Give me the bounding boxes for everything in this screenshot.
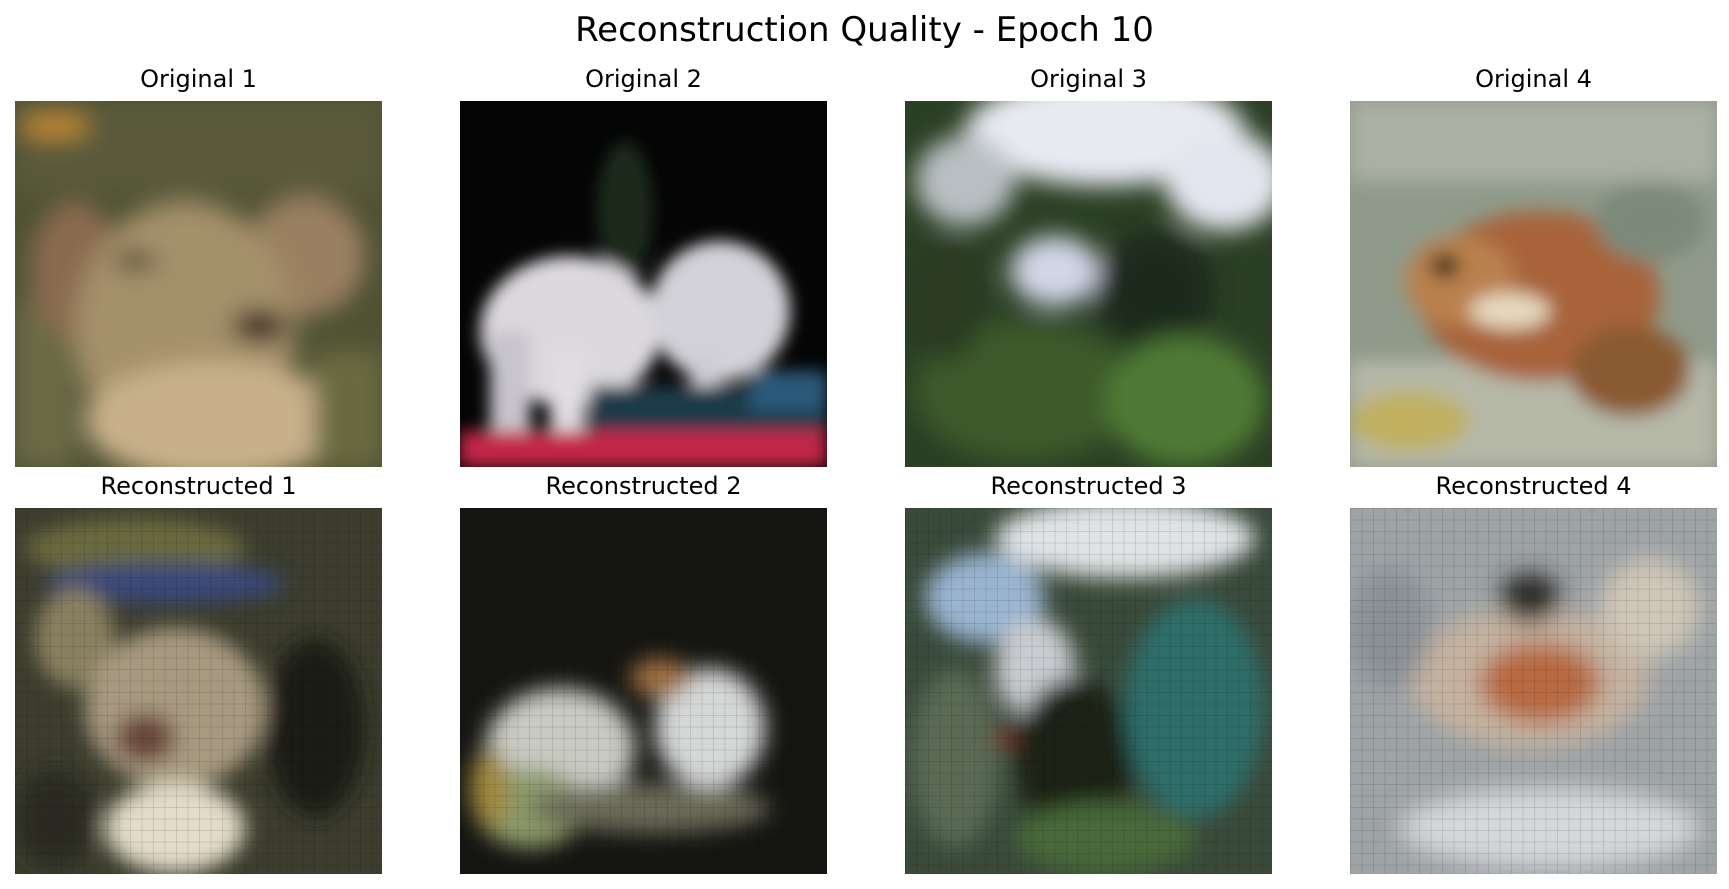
original-image-1 bbox=[15, 101, 382, 467]
reconstructed-image-2 bbox=[460, 508, 827, 874]
figure-title: Reconstruction Quality - Epoch 10 bbox=[575, 10, 1154, 50]
reconstructed-image-3 bbox=[905, 508, 1272, 874]
panel-title-original-1: Original 1 bbox=[140, 65, 257, 93]
reconstructed-image-1 bbox=[15, 508, 382, 874]
original-image-2 bbox=[460, 101, 827, 467]
panel-title-original-4: Original 4 bbox=[1475, 65, 1592, 93]
panel-title-original-3: Original 3 bbox=[1030, 65, 1147, 93]
panel-title-original-2: Original 2 bbox=[585, 65, 702, 93]
reconstructed-image-4 bbox=[1350, 508, 1717, 874]
panel-title-reconstructed-1: Reconstructed 1 bbox=[100, 472, 297, 500]
panel-title-reconstructed-4: Reconstructed 4 bbox=[1435, 472, 1632, 500]
panel-title-reconstructed-3: Reconstructed 3 bbox=[990, 472, 1187, 500]
original-image-3 bbox=[905, 101, 1272, 467]
original-image-4 bbox=[1350, 101, 1717, 467]
panel-title-reconstructed-2: Reconstructed 2 bbox=[545, 472, 742, 500]
